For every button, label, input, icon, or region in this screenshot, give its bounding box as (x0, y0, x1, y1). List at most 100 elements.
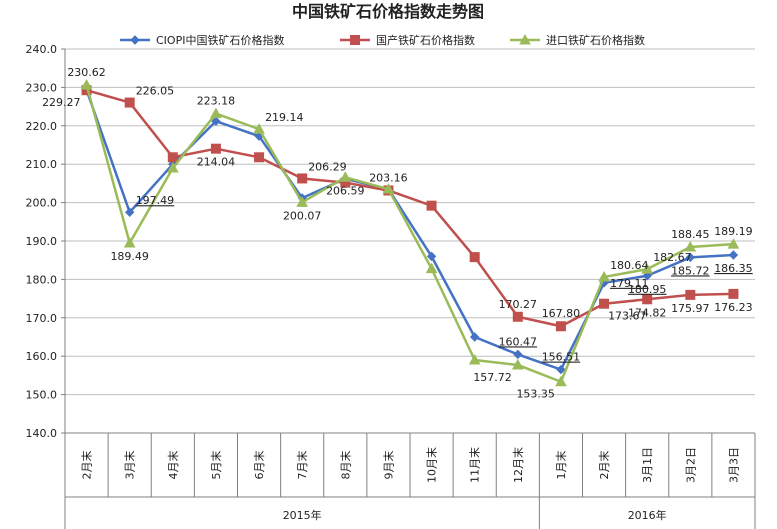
triangle-marker (123, 236, 136, 248)
square-marker (426, 200, 437, 211)
square-marker (124, 97, 135, 108)
x-category-label: 2月末 (80, 451, 94, 480)
x-category-label: 12月末 (511, 447, 525, 483)
x-category-label: 8月末 (338, 451, 352, 480)
diamond-marker (211, 116, 221, 126)
y-tick-label: 170.0 (26, 312, 58, 325)
y-tick-label: 180.0 (26, 273, 58, 286)
data-label: 188.45 (671, 228, 710, 241)
x-category-label: 7月末 (295, 451, 309, 480)
diamond-marker (124, 207, 135, 217)
axes: 140.0 150.0 160.0 170.0 180.0 190.0 200.0 210.0… (26, 43, 756, 529)
diamond-marker (728, 250, 739, 260)
square-marker (254, 152, 265, 163)
x-category-label: 2月末 (597, 451, 611, 480)
data-label: 157.72 (473, 371, 512, 384)
data-label: 203.16 (369, 171, 408, 184)
triangle-marker (598, 270, 610, 282)
legend-label: 进口铁矿石价格指数 (546, 33, 645, 47)
y-tick-label: 190.0 (26, 235, 58, 248)
data-label: 173.67 (608, 310, 647, 323)
y-tick-label: 150.0 (26, 389, 58, 402)
triangle-marker (555, 375, 567, 387)
x-category-label: 10月末 (425, 447, 439, 483)
triangle-marker (425, 262, 438, 274)
y-tick-label: 220.0 (26, 120, 58, 133)
series-line-1 (86, 89, 734, 328)
data-label: 214.04 (197, 156, 236, 169)
data-label: 186.35 (714, 262, 753, 275)
triangle-marker (641, 263, 654, 274)
data-label: 170.27 (499, 298, 538, 311)
data-labels: 230.62 229.27 226.05 197.49 189.49 223.18 214.… (42, 66, 753, 401)
y-tick-label: 230.0 (26, 81, 58, 94)
x-category-label: 9月末 (381, 451, 395, 480)
y-tick-label: 140.0 (26, 427, 58, 440)
data-label: 180.64 (610, 259, 649, 272)
square-marker (728, 288, 739, 299)
triangle-marker (382, 183, 395, 194)
diamond-marker (642, 271, 652, 281)
x-category-label: 4月末 (166, 451, 180, 480)
triangle-marker (511, 358, 524, 370)
triangle-marker (80, 78, 93, 90)
data-label: 223.18 (197, 95, 236, 108)
x-category-label: 3月3日 (727, 447, 740, 483)
data-label: 185.72 (671, 264, 710, 277)
series-lines (80, 78, 740, 387)
triangle-marker (468, 354, 481, 365)
square-marker (167, 152, 178, 163)
y-tick-label: 210.0 (26, 158, 58, 171)
data-label: 160.47 (499, 335, 538, 348)
x-category-label: 5月末 (209, 451, 223, 480)
data-label: 180.95 (628, 283, 667, 296)
square-marker (512, 311, 523, 322)
triangle-marker (684, 240, 697, 252)
x-year-label: 2016年 (628, 508, 667, 522)
data-label: 176.23 (714, 301, 753, 314)
gridlines (65, 48, 755, 434)
x-category-label: 1月末 (554, 451, 568, 480)
legend: CIOPI中国铁矿石价格指数 国产铁矿石价格指数 进口铁矿石价格指数 (120, 33, 645, 47)
data-label: 206.59 (326, 184, 365, 197)
x-category-label: 3月1日 (641, 447, 654, 483)
data-label: 229.27 (42, 96, 81, 109)
triangle-marker (339, 171, 352, 182)
diamond-marker (513, 349, 523, 360)
data-label: 156.51 (542, 351, 581, 364)
data-label: 189.19 (714, 225, 753, 238)
square-marker (350, 35, 360, 45)
square-marker (555, 321, 566, 332)
data-label: 200.07 (283, 209, 322, 222)
square-marker (210, 143, 221, 154)
y-tick-label: 240.0 (26, 43, 58, 56)
data-label: 179.11 (610, 277, 649, 290)
square-marker (469, 252, 480, 263)
triangle-marker (519, 33, 531, 45)
diamond-marker (556, 364, 566, 375)
y-tick-label: 160.0 (26, 350, 58, 363)
x-category-label: 3月2日 (684, 447, 697, 483)
data-label: 226.05 (136, 85, 175, 98)
triangle-marker (166, 162, 179, 173)
x-category-label: 3月末 (123, 451, 137, 480)
data-label: 197.49 (136, 194, 175, 207)
legend-label: 国产铁矿石价格指数 (376, 33, 475, 47)
diamond-marker (426, 251, 437, 262)
data-label: 230.62 (67, 66, 106, 79)
diamond-marker (130, 35, 140, 45)
y-tick-label: 200.0 (26, 197, 58, 210)
data-label: 153.35 (516, 388, 555, 401)
x-category-label: 6月末 (252, 451, 266, 480)
square-marker (685, 289, 696, 300)
triangle-marker (296, 196, 309, 207)
x-year-label: 2015年 (283, 508, 322, 522)
square-marker (599, 298, 610, 309)
data-label: 175.97 (671, 302, 710, 315)
legend-label: CIOPI中国铁矿石价格指数 (156, 33, 284, 47)
data-label: 182.67 (653, 251, 692, 264)
diamond-marker (685, 252, 696, 263)
square-marker (297, 173, 308, 184)
chart-title: 中国铁矿石价格指数走势图 (292, 2, 484, 21)
